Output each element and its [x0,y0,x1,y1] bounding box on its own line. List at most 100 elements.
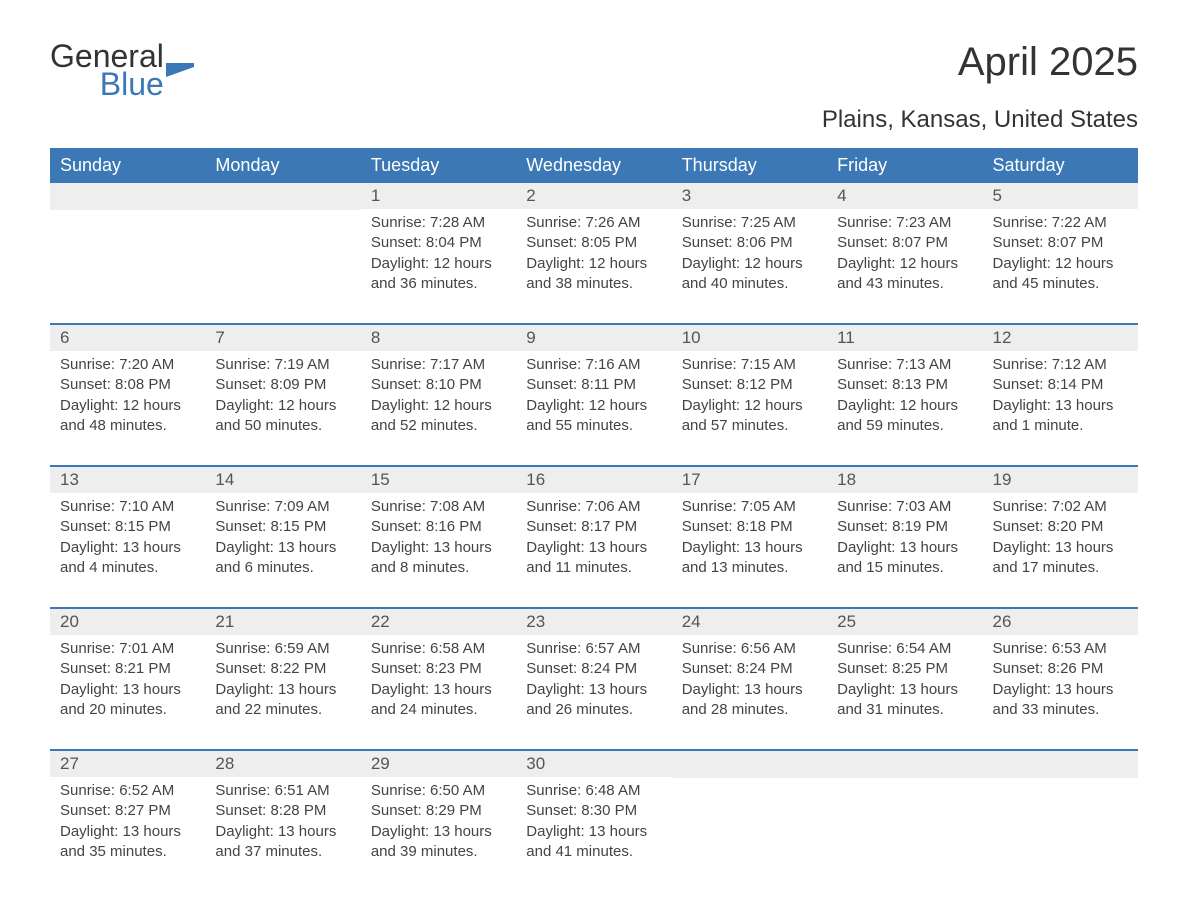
day-number: 19 [983,467,1138,493]
daylight-line: Daylight: 13 hours and 22 minutes. [215,680,350,721]
sunrise-line: Sunrise: 6:51 AM [215,781,350,801]
sunrise-line: Sunrise: 6:53 AM [993,639,1128,659]
brand-word-2: Blue [50,68,164,100]
calendar-day: 30Sunrise: 6:48 AMSunset: 8:30 PMDayligh… [516,751,671,891]
sunrise-line: Sunrise: 7:26 AM [526,213,661,233]
calendar-day: 19Sunrise: 7:02 AMSunset: 8:20 PMDayligh… [983,467,1138,607]
calendar-day: 9Sunrise: 7:16 AMSunset: 8:11 PMDaylight… [516,325,671,465]
calendar-day: 28Sunrise: 6:51 AMSunset: 8:28 PMDayligh… [205,751,360,891]
day-number: 13 [50,467,205,493]
sunset-line: Sunset: 8:07 PM [837,233,972,253]
calendar-week: 27Sunrise: 6:52 AMSunset: 8:27 PMDayligh… [50,749,1138,891]
sunset-line: Sunset: 8:19 PM [837,517,972,537]
sunrise-line: Sunrise: 7:28 AM [371,213,506,233]
sunset-line: Sunset: 8:04 PM [371,233,506,253]
day-details: Sunrise: 6:51 AMSunset: 8:28 PMDaylight:… [205,777,360,862]
day-number: 30 [516,751,671,777]
day-details: Sunrise: 7:06 AMSunset: 8:17 PMDaylight:… [516,493,671,578]
sunset-line: Sunset: 8:09 PM [215,375,350,395]
calendar-day: 14Sunrise: 7:09 AMSunset: 8:15 PMDayligh… [205,467,360,607]
page-title: April 2025 [958,40,1138,85]
day-number: 11 [827,325,982,351]
day-details: Sunrise: 7:10 AMSunset: 8:15 PMDaylight:… [50,493,205,578]
day-number [50,183,205,210]
day-number: 10 [672,325,827,351]
calendar-day: 21Sunrise: 6:59 AMSunset: 8:22 PMDayligh… [205,609,360,749]
calendar-day [50,183,205,323]
day-details: Sunrise: 6:56 AMSunset: 8:24 PMDaylight:… [672,635,827,720]
sunset-line: Sunset: 8:18 PM [682,517,817,537]
daylight-line: Daylight: 13 hours and 33 minutes. [993,680,1128,721]
sunset-line: Sunset: 8:11 PM [526,375,661,395]
calendar-day [205,183,360,323]
sunset-line: Sunset: 8:25 PM [837,659,972,679]
sunrise-line: Sunrise: 6:50 AM [371,781,506,801]
sunset-line: Sunset: 8:08 PM [60,375,195,395]
day-details: Sunrise: 6:58 AMSunset: 8:23 PMDaylight:… [361,635,516,720]
sunset-line: Sunset: 8:28 PM [215,801,350,821]
day-number: 16 [516,467,671,493]
day-number [205,183,360,210]
day-details: Sunrise: 7:26 AMSunset: 8:05 PMDaylight:… [516,209,671,294]
sunset-line: Sunset: 8:22 PM [215,659,350,679]
day-number: 22 [361,609,516,635]
sunrise-line: Sunrise: 6:54 AM [837,639,972,659]
brand-logo: General Blue [50,40,194,100]
day-number: 12 [983,325,1138,351]
calendar-day: 2Sunrise: 7:26 AMSunset: 8:05 PMDaylight… [516,183,671,323]
sunset-line: Sunset: 8:16 PM [371,517,506,537]
sunrise-line: Sunrise: 6:58 AM [371,639,506,659]
daylight-line: Daylight: 13 hours and 24 minutes. [371,680,506,721]
daylight-line: Daylight: 12 hours and 55 minutes. [526,396,661,437]
calendar-day: 23Sunrise: 6:57 AMSunset: 8:24 PMDayligh… [516,609,671,749]
day-number: 25 [827,609,982,635]
day-number: 24 [672,609,827,635]
sunset-line: Sunset: 8:24 PM [682,659,817,679]
sunset-line: Sunset: 8:13 PM [837,375,972,395]
calendar-day [983,751,1138,891]
day-number: 3 [672,183,827,209]
daylight-line: Daylight: 13 hours and 31 minutes. [837,680,972,721]
sunset-line: Sunset: 8:17 PM [526,517,661,537]
sunrise-line: Sunrise: 6:57 AM [526,639,661,659]
sunrise-line: Sunrise: 7:16 AM [526,355,661,375]
daylight-line: Daylight: 13 hours and 1 minute. [993,396,1128,437]
sunrise-line: Sunrise: 7:03 AM [837,497,972,517]
dow-header: Sunday [50,148,205,183]
sunrise-line: Sunrise: 7:12 AM [993,355,1128,375]
day-details: Sunrise: 7:23 AMSunset: 8:07 PMDaylight:… [827,209,982,294]
calendar-day: 29Sunrise: 6:50 AMSunset: 8:29 PMDayligh… [361,751,516,891]
sunset-line: Sunset: 8:05 PM [526,233,661,253]
sunset-line: Sunset: 8:21 PM [60,659,195,679]
location-subtitle: Plains, Kansas, United States [50,106,1138,134]
sunrise-line: Sunrise: 7:08 AM [371,497,506,517]
calendar-day: 27Sunrise: 6:52 AMSunset: 8:27 PMDayligh… [50,751,205,891]
day-number: 20 [50,609,205,635]
dow-header: Friday [827,148,982,183]
calendar-day: 20Sunrise: 7:01 AMSunset: 8:21 PMDayligh… [50,609,205,749]
day-details: Sunrise: 7:08 AMSunset: 8:16 PMDaylight:… [361,493,516,578]
day-number: 23 [516,609,671,635]
sunrise-line: Sunrise: 7:25 AM [682,213,817,233]
sunrise-line: Sunrise: 6:52 AM [60,781,195,801]
day-number [983,751,1138,778]
day-number: 21 [205,609,360,635]
sunset-line: Sunset: 8:26 PM [993,659,1128,679]
sunset-line: Sunset: 8:30 PM [526,801,661,821]
day-details: Sunrise: 7:16 AMSunset: 8:11 PMDaylight:… [516,351,671,436]
daylight-line: Daylight: 12 hours and 43 minutes. [837,254,972,295]
calendar-day: 7Sunrise: 7:19 AMSunset: 8:09 PMDaylight… [205,325,360,465]
day-number: 1 [361,183,516,209]
calendar-day: 6Sunrise: 7:20 AMSunset: 8:08 PMDaylight… [50,325,205,465]
sunset-line: Sunset: 8:24 PM [526,659,661,679]
daylight-line: Daylight: 13 hours and 41 minutes. [526,822,661,863]
sunrise-line: Sunrise: 7:10 AM [60,497,195,517]
daylight-line: Daylight: 13 hours and 4 minutes. [60,538,195,579]
sunrise-line: Sunrise: 7:01 AM [60,639,195,659]
daylight-line: Daylight: 13 hours and 35 minutes. [60,822,195,863]
day-details: Sunrise: 6:52 AMSunset: 8:27 PMDaylight:… [50,777,205,862]
sunrise-line: Sunrise: 6:56 AM [682,639,817,659]
sunset-line: Sunset: 8:29 PM [371,801,506,821]
calendar-day: 24Sunrise: 6:56 AMSunset: 8:24 PMDayligh… [672,609,827,749]
day-number: 27 [50,751,205,777]
